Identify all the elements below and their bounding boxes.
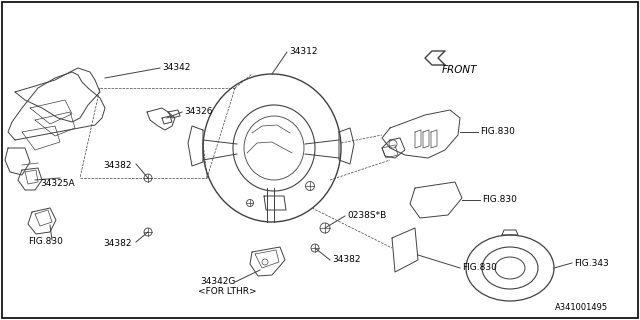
Text: 34326: 34326 [184,108,212,116]
Text: 34325A: 34325A [40,179,75,188]
Text: FRONT: FRONT [442,65,477,75]
Text: 34342G: 34342G [200,277,236,286]
Text: A341001495: A341001495 [555,303,608,313]
Text: 34342: 34342 [162,63,190,73]
Text: FIG.830: FIG.830 [462,263,497,273]
Text: FIG.343: FIG.343 [574,259,609,268]
Text: 34382: 34382 [103,239,131,249]
Text: 0238S*B: 0238S*B [347,212,387,220]
Text: 34382: 34382 [103,162,131,171]
Text: 34382: 34382 [332,255,360,265]
Text: FIG.830: FIG.830 [28,237,63,246]
Text: 34312: 34312 [289,47,317,57]
Text: FIG.830: FIG.830 [480,127,515,137]
Text: FIG.830: FIG.830 [482,196,517,204]
Text: <FOR LTHR>: <FOR LTHR> [198,287,257,297]
